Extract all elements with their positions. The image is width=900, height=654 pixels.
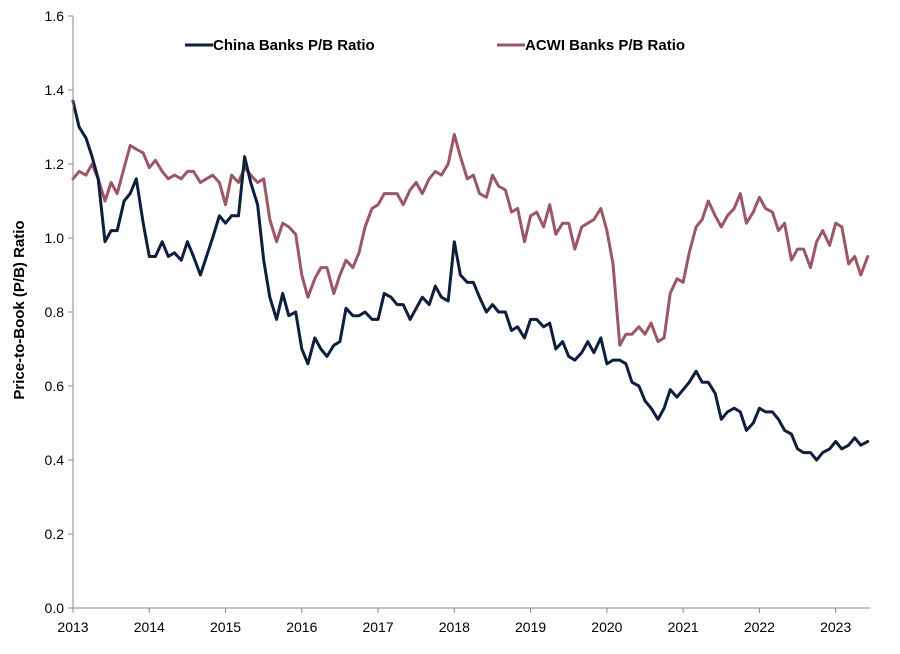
x-tick-label: 2013 — [57, 619, 88, 635]
y-axis-title: Price-to-Book (P/B) Ratio — [11, 220, 28, 399]
x-tick-label: 2019 — [515, 619, 546, 635]
y-tick-label: 0.0 — [45, 600, 65, 616]
x-axis-ticks: 2013 2014 2015 2016 2017 2018 2019 2020 2021 2022… — [57, 608, 851, 635]
y-tick-label: 1.0 — [45, 230, 65, 246]
x-tick-label: 2023 — [820, 619, 851, 635]
axes-layer — [72, 16, 870, 609]
x-tick-label: 2018 — [439, 619, 470, 635]
y-tick-label: 1.2 — [45, 156, 65, 172]
y-tick-label: 0.8 — [45, 304, 65, 320]
legend-item-acwi-banks: ACWI Banks P/B Ratio — [497, 37, 685, 54]
legend-item-china-banks: China Banks P/B Ratio — [185, 37, 375, 54]
y-tick-label: 0.6 — [45, 378, 65, 394]
legend-label-acwi-banks: ACWI Banks P/B Ratio — [525, 37, 685, 54]
series-layer — [71, 99, 870, 462]
legend: China Banks P/B Ratio ACWI Banks P/B Rat… — [185, 37, 685, 54]
x-tick-label: 2020 — [591, 619, 622, 635]
series-line-china-banks — [71, 99, 870, 462]
x-tick-label: 2016 — [286, 619, 317, 635]
y-tick-label: 1.6 — [45, 8, 65, 24]
x-tick-label: 2017 — [362, 619, 393, 635]
x-tick-label: 2014 — [134, 619, 165, 635]
x-tick-label: 2022 — [744, 619, 775, 635]
y-tick-label: 1.4 — [45, 82, 65, 98]
y-axis-ticks: 0.0 0.2 0.4 0.6 0.8 1.0 1.2 1.4 1.6 — [45, 8, 73, 616]
x-tick-label: 2015 — [210, 619, 241, 635]
y-tick-label: 0.2 — [45, 526, 65, 542]
legend-label-china-banks: China Banks P/B Ratio — [213, 37, 375, 54]
series-line-acwi-banks — [71, 132, 870, 347]
x-tick-label: 2021 — [668, 619, 699, 635]
y-tick-label: 0.4 — [45, 452, 65, 468]
